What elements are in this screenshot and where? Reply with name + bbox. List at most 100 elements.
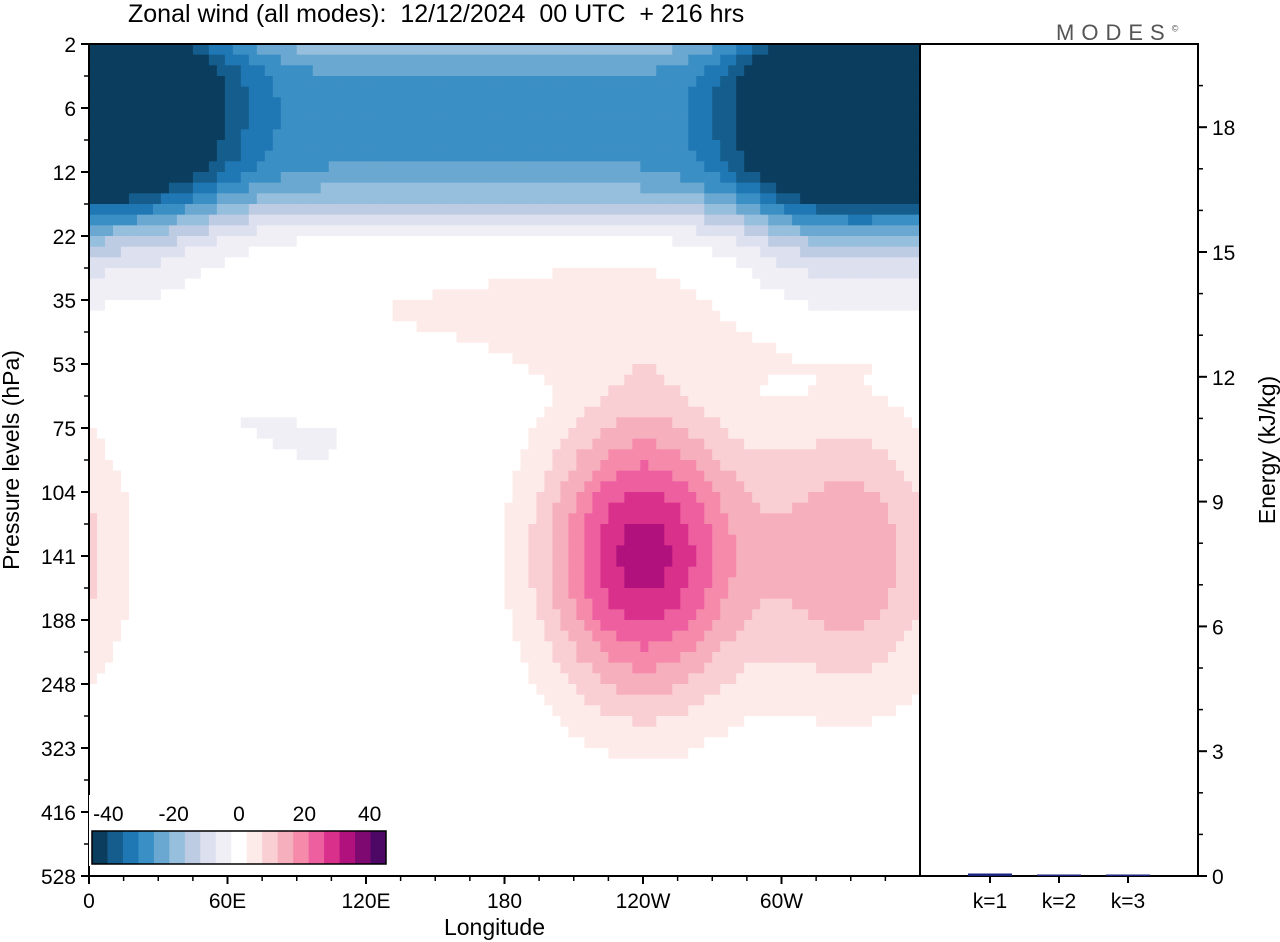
heatmap-cell <box>432 460 442 472</box>
heatmap-cell <box>800 214 809 226</box>
heatmap-cell <box>448 108 458 120</box>
heatmap-cell <box>488 150 498 162</box>
heatmap-cell <box>168 193 178 205</box>
heatmap-cell <box>120 214 130 226</box>
heatmap-cell <box>392 236 402 248</box>
heatmap-cell <box>424 236 434 248</box>
heatmap-cell <box>832 545 841 557</box>
heatmap-cell <box>96 385 106 397</box>
heatmap-cell <box>296 460 306 472</box>
heatmap-cell <box>696 140 705 152</box>
heatmap-cell <box>160 172 170 184</box>
heatmap-cell <box>552 204 562 216</box>
heatmap-cell <box>736 182 745 194</box>
heatmap-cell <box>720 108 729 120</box>
heatmap-cell <box>96 204 106 216</box>
heatmap-cell <box>352 118 362 130</box>
heatmap-cell <box>176 204 186 216</box>
heatmap-cell <box>472 278 482 290</box>
heatmap-cell <box>696 182 705 194</box>
heatmap-cell <box>352 481 362 493</box>
heatmap-cell <box>104 353 114 365</box>
heatmap-cell <box>688 492 697 504</box>
heatmap-cell <box>784 289 793 301</box>
heatmap-cell <box>104 65 114 77</box>
heatmap-cell <box>200 300 210 312</box>
heatmap-cell <box>784 342 793 354</box>
heatmap-cell <box>176 118 186 130</box>
heatmap-cell <box>704 310 713 322</box>
heatmap-cell <box>344 310 354 322</box>
heatmap-cell <box>624 140 633 152</box>
heatmap-cell <box>120 236 130 248</box>
heatmap-cell <box>896 278 905 290</box>
heatmap-cell <box>768 449 777 461</box>
heatmap-cell <box>712 460 721 472</box>
heatmap-cell <box>768 129 777 141</box>
heatmap-cell <box>840 225 849 237</box>
heatmap-cell <box>368 257 378 269</box>
heatmap-cell <box>104 129 114 141</box>
heatmap-cell <box>800 118 809 130</box>
heatmap-cell <box>248 524 258 536</box>
heatmap-cell <box>528 470 538 482</box>
heatmap-cell <box>832 108 841 120</box>
heatmap-cell <box>304 513 314 525</box>
heatmap-cell <box>536 246 546 258</box>
heatmap-cell <box>512 342 522 354</box>
heatmap-cell <box>712 470 721 482</box>
heatmap-cell <box>904 129 913 141</box>
heatmap-cell <box>624 278 633 290</box>
heatmap-cell <box>424 289 434 301</box>
heatmap-cell <box>728 257 737 269</box>
heatmap-cell <box>680 545 689 557</box>
heatmap-cell <box>104 428 114 440</box>
heatmap-cell <box>648 449 657 461</box>
heatmap-cell <box>192 374 202 386</box>
heatmap-cell <box>616 129 625 141</box>
heatmap-cell <box>448 545 458 557</box>
heatmap-cell <box>656 257 665 269</box>
heatmap-cell <box>520 545 530 557</box>
heatmap-cell <box>320 161 330 173</box>
heatmap-cell <box>848 193 857 205</box>
heatmap-cell <box>752 353 761 365</box>
heatmap-cell <box>776 321 785 333</box>
heatmap-cell <box>464 481 474 493</box>
heatmap-cell <box>456 204 466 216</box>
heatmap-cell <box>904 449 913 461</box>
heatmap-cell <box>464 86 474 98</box>
heatmap-cell <box>504 545 514 557</box>
heatmap-cell <box>704 118 713 130</box>
heatmap-cell <box>112 481 122 493</box>
heatmap-cell <box>576 76 585 88</box>
heatmap-cell <box>880 342 889 354</box>
heatmap-cell <box>552 257 562 269</box>
heatmap-cell <box>832 214 841 226</box>
heatmap-cell <box>648 172 657 184</box>
heatmap-cell <box>496 278 506 290</box>
heatmap-cell <box>632 353 641 365</box>
heatmap-cell <box>144 332 154 344</box>
heatmap-cell <box>472 396 482 408</box>
heatmap-cell <box>688 118 697 130</box>
heatmap-cell <box>432 140 442 152</box>
heatmap-cell <box>112 449 122 461</box>
heatmap-cell <box>776 310 785 322</box>
heatmap-cell <box>760 321 769 333</box>
heatmap-cell <box>752 236 761 248</box>
heatmap-cell <box>864 524 873 536</box>
heatmap-cell <box>672 300 681 312</box>
heatmap-cell <box>632 438 641 450</box>
heatmap-cell <box>472 545 482 557</box>
heatmap-cell <box>496 300 506 312</box>
heatmap-cell <box>344 417 354 429</box>
heatmap-cell <box>784 332 793 344</box>
heatmap-cell <box>376 214 386 226</box>
heatmap-cell <box>168 534 178 546</box>
heatmap-cell <box>616 374 625 386</box>
heatmap-cell <box>120 193 130 205</box>
heatmap-cell <box>480 204 490 216</box>
heatmap-cell <box>872 406 881 418</box>
heatmap-cell <box>720 204 729 216</box>
